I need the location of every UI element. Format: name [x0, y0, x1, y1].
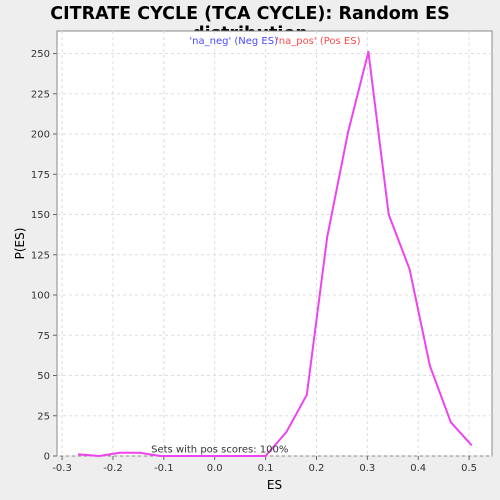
data-point [305, 393, 308, 396]
data-point [199, 455, 202, 457]
x-tick-label: -0.3 [52, 463, 72, 474]
data-point [387, 213, 390, 216]
y-tick-label: 200 [31, 130, 50, 141]
y-tick-label: 100 [31, 291, 50, 302]
series-line [78, 50, 472, 457]
y-tick-label: 25 [37, 411, 50, 422]
y-axis-title: P(ES) [13, 228, 27, 260]
data-point [118, 451, 121, 454]
y-tick-label: 75 [37, 331, 50, 342]
data-point [179, 455, 182, 457]
y-tick-label: 175 [31, 170, 50, 181]
data-point [428, 364, 431, 367]
axes: -0.3 -0.2 -0.1 0.0 0.1 0.2 0.3 0.4 0.5 0 25 50 75 100… [31, 49, 477, 474]
x-tick-label: 0.0 [207, 463, 223, 474]
data-point [138, 451, 141, 454]
y-tick-label: 225 [31, 89, 50, 100]
data-point [285, 430, 288, 433]
y-tick-label: 150 [31, 210, 50, 221]
data-point [220, 455, 223, 457]
data-point [408, 268, 411, 271]
x-tick-label: 0.2 [309, 463, 325, 474]
data-point [367, 50, 370, 53]
annotations: Sets with pos scores: 100% [151, 444, 288, 455]
x-tick-label: 0.5 [461, 463, 477, 474]
data-point [77, 453, 80, 456]
x-tick-label: -0.1 [154, 463, 174, 474]
data-point [449, 421, 452, 424]
data-point [264, 455, 267, 457]
x-tick-label: 0.3 [359, 463, 375, 474]
y-tick-label: 0 [44, 452, 50, 463]
x-axis-title: ES [267, 478, 282, 492]
data-point [347, 131, 350, 134]
y-tick-label: 250 [31, 49, 50, 60]
y-tick-label: 50 [37, 371, 50, 382]
data-point [159, 455, 162, 457]
x-tick-label: 0.1 [258, 463, 274, 474]
y-tick-label: 125 [31, 250, 50, 261]
series-layer [77, 50, 473, 457]
legend: 'na_neg' (Neg ES)'na_pos' (Pos ES) [189, 36, 360, 47]
annotation-text: Sets with pos scores: 100% [151, 444, 288, 455]
legend-item-neg: 'na_neg' (Neg ES) [189, 36, 278, 47]
grid-lines [57, 31, 492, 457]
data-point [98, 455, 101, 457]
data-point [326, 236, 329, 239]
plot-area [56, 30, 493, 457]
data-point [470, 443, 473, 446]
x-tick-label: -0.2 [103, 463, 123, 474]
legend-item-pos: 'na_pos' (Pos ES) [276, 36, 361, 47]
x-tick-label: 0.4 [410, 463, 426, 474]
data-point [240, 455, 243, 457]
